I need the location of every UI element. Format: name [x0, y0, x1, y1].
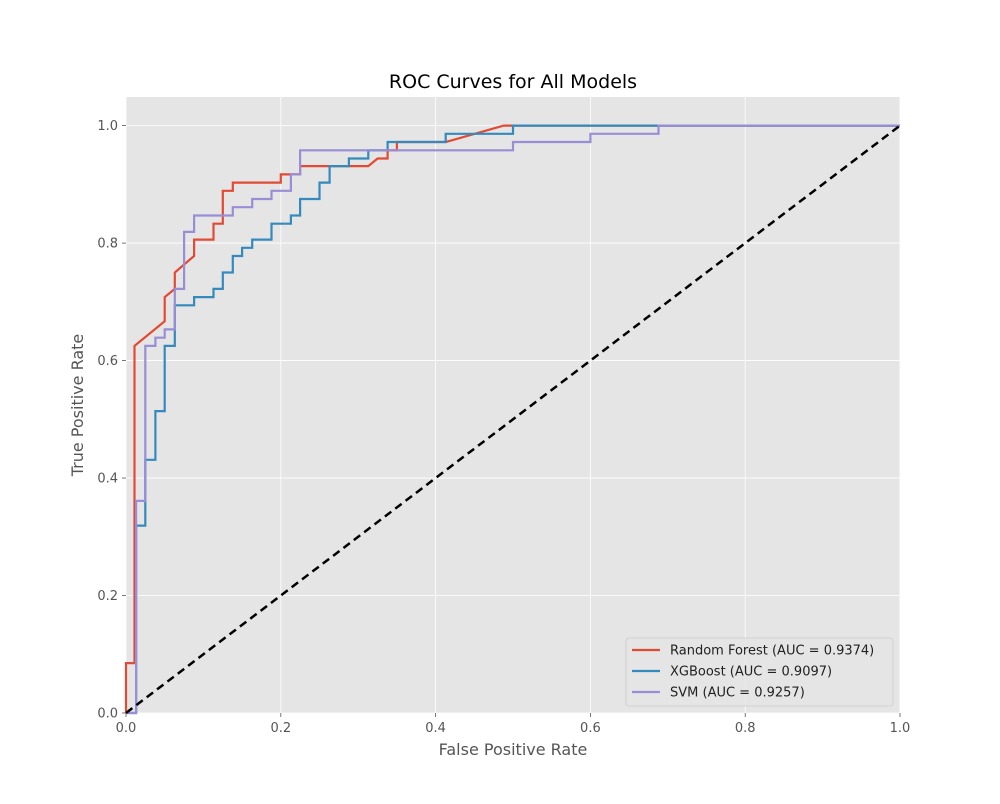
series-line-3	[126, 124, 900, 715]
x-tick-label: 0.4	[425, 721, 446, 736]
chart-title: ROC Curves for All Models	[389, 71, 637, 93]
x-tick-label: 0.8	[735, 721, 756, 736]
y-tick-label: 0.8	[97, 237, 118, 252]
x-axis-label: False Positive Rate	[439, 740, 588, 759]
x-tick-label: 0.6	[580, 721, 601, 736]
y-tick-label: 0.4	[97, 472, 118, 487]
chance-diagonal-line	[125, 124, 901, 714]
y-tick-label: 1.0	[97, 119, 118, 134]
y-axis-label: True Positive Rate	[68, 334, 87, 478]
x-axis: 0.0 0.2 0.4 0.6 0.8 1.0	[116, 713, 911, 736]
legend-label: Random Forest (AUC = 0.9374)	[670, 644, 874, 659]
x-tick-label: 1.0	[890, 721, 911, 736]
legend: Random Forest (AUC = 0.9374) XGBoost (AUC…	[625, 637, 894, 707]
x-tick-label: 0.0	[116, 721, 137, 736]
x-tick-label: 0.2	[270, 721, 291, 736]
legend-label: SVM (AUC = 0.9257)	[670, 686, 805, 701]
series-line-2	[126, 124, 900, 715]
series-layer	[124, 124, 901, 715]
legend-box	[625, 637, 894, 707]
y-tick-label: 0.6	[97, 354, 118, 369]
y-tick-label: 0.2	[97, 589, 118, 604]
plot-area	[126, 97, 900, 713]
y-tick-label: 0.0	[97, 707, 118, 722]
y-axis: 0.0 0.2 0.4 0.6 0.8 1.0	[97, 119, 126, 722]
grid-lines	[125, 97, 901, 714]
legend-label: XGBoost (AUC = 0.9097)	[670, 665, 832, 680]
